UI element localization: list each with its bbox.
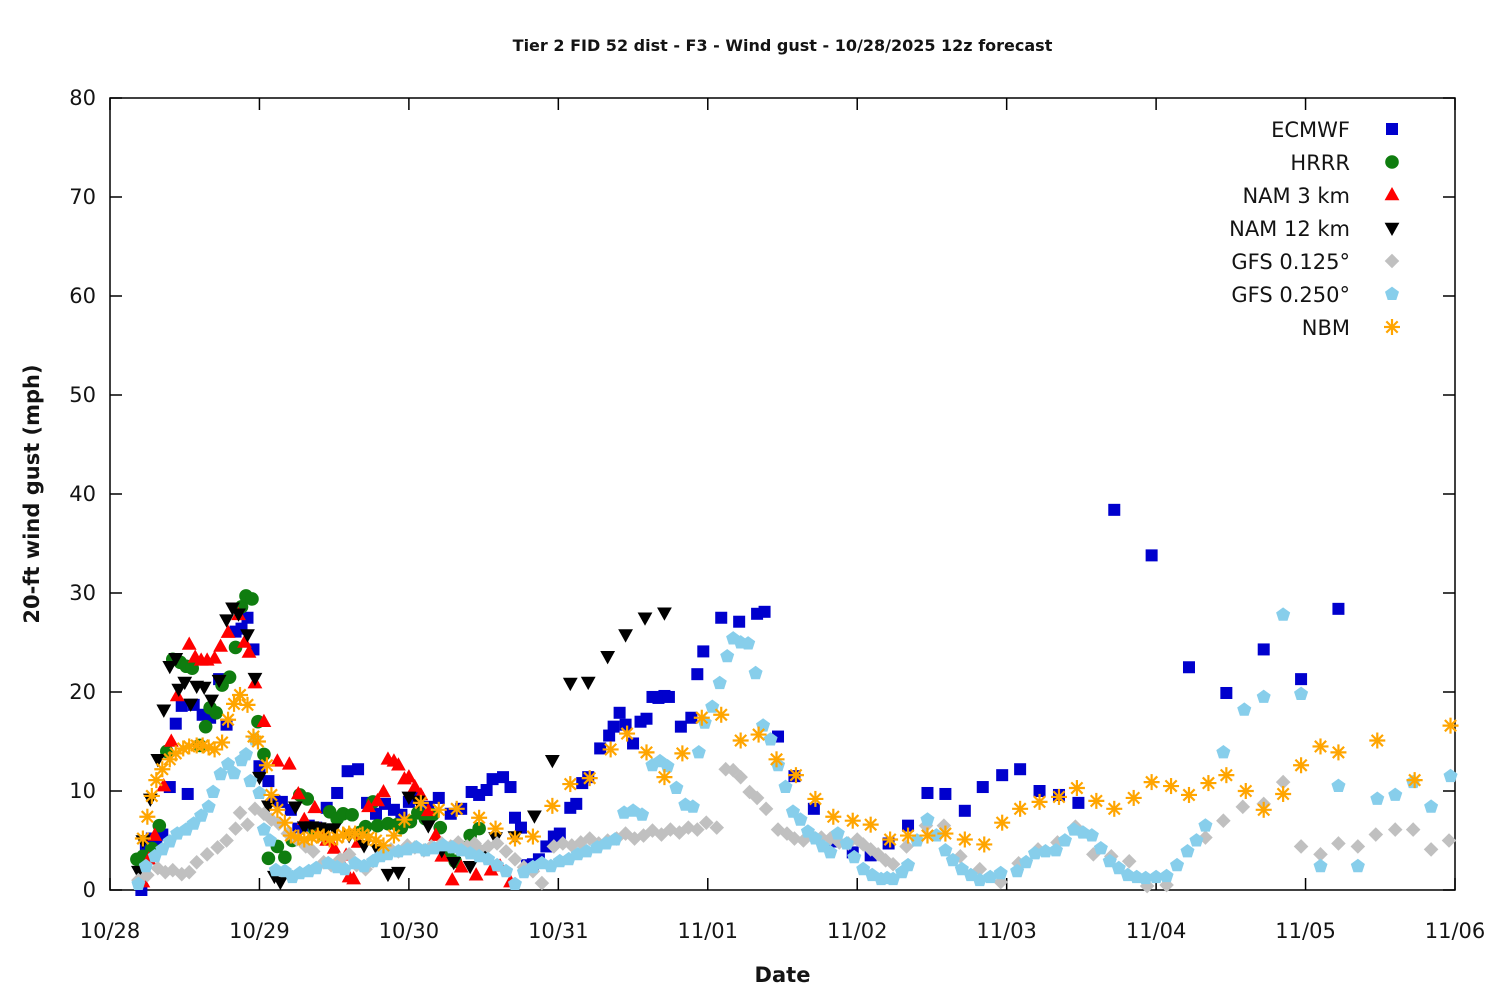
legend-item-nam-12-km: NAM 12 km: [1229, 217, 1400, 241]
legend-label: ECMWF: [1271, 118, 1350, 142]
x-tick-label: 11/02: [827, 919, 888, 943]
legend-item-nam-3-km: NAM 3 km: [1242, 184, 1400, 208]
y-axis-label: 20-ft wind gust (mph): [20, 364, 44, 624]
x-tick-label: 10/29: [229, 919, 290, 943]
legend-label: HRRR: [1290, 151, 1350, 175]
y-tick-label: 80: [69, 86, 96, 110]
x-axis-label: Date: [754, 963, 811, 987]
y-tick-label: 0: [83, 878, 96, 902]
legend: ECMWF HRRR NAM 3 km NAM 12 km GFS 0.125° GFS …: [1229, 118, 1400, 340]
y-tick-label: 50: [69, 383, 96, 407]
legend-label: NAM 3 km: [1242, 184, 1350, 208]
series-nbm: [134, 686, 1459, 854]
x-tick-label: 10/31: [528, 919, 589, 943]
legend-label: NBM: [1302, 316, 1350, 340]
y-axis: 0 10 20 30 40 50 60 70 80: [69, 86, 1455, 902]
chart-title: Tier 2 FID 52 dist - F3 - Wind gust - 10…: [512, 36, 1053, 55]
legend-item-ecmwf: ECMWF: [1271, 118, 1398, 142]
legend-item-nbm: NBM: [1302, 316, 1400, 340]
series-nam-3-km: [135, 606, 518, 888]
legend-item-gfs-0-250: GFS 0.250°: [1231, 283, 1399, 307]
x-tick-label: 11/05: [1275, 919, 1336, 943]
y-tick-label: 60: [69, 284, 96, 308]
legend-label: GFS 0.125°: [1231, 250, 1350, 274]
legend-label: NAM 12 km: [1229, 217, 1350, 241]
x-tick-label: 11/06: [1425, 919, 1486, 943]
y-tick-label: 70: [69, 185, 96, 209]
y-tick-label: 30: [69, 581, 96, 605]
x-axis: 10/28 10/29 10/30 10/31 11/01 11/02 11/03 11/04…: [80, 98, 1486, 943]
x-tick-label: 10/28: [80, 919, 141, 943]
legend-item-gfs-0-125: GFS 0.125°: [1231, 250, 1400, 274]
x-tick-label: 11/01: [678, 919, 739, 943]
legend-item-hrrr: HRRR: [1290, 151, 1399, 175]
x-tick-label: 11/03: [976, 919, 1037, 943]
y-tick-label: 20: [69, 680, 96, 704]
x-tick-label: 11/04: [1126, 919, 1187, 943]
legend-label: GFS 0.250°: [1231, 283, 1350, 307]
y-tick-label: 40: [69, 482, 96, 506]
y-tick-label: 10: [69, 779, 96, 803]
x-tick-label: 10/30: [379, 919, 440, 943]
